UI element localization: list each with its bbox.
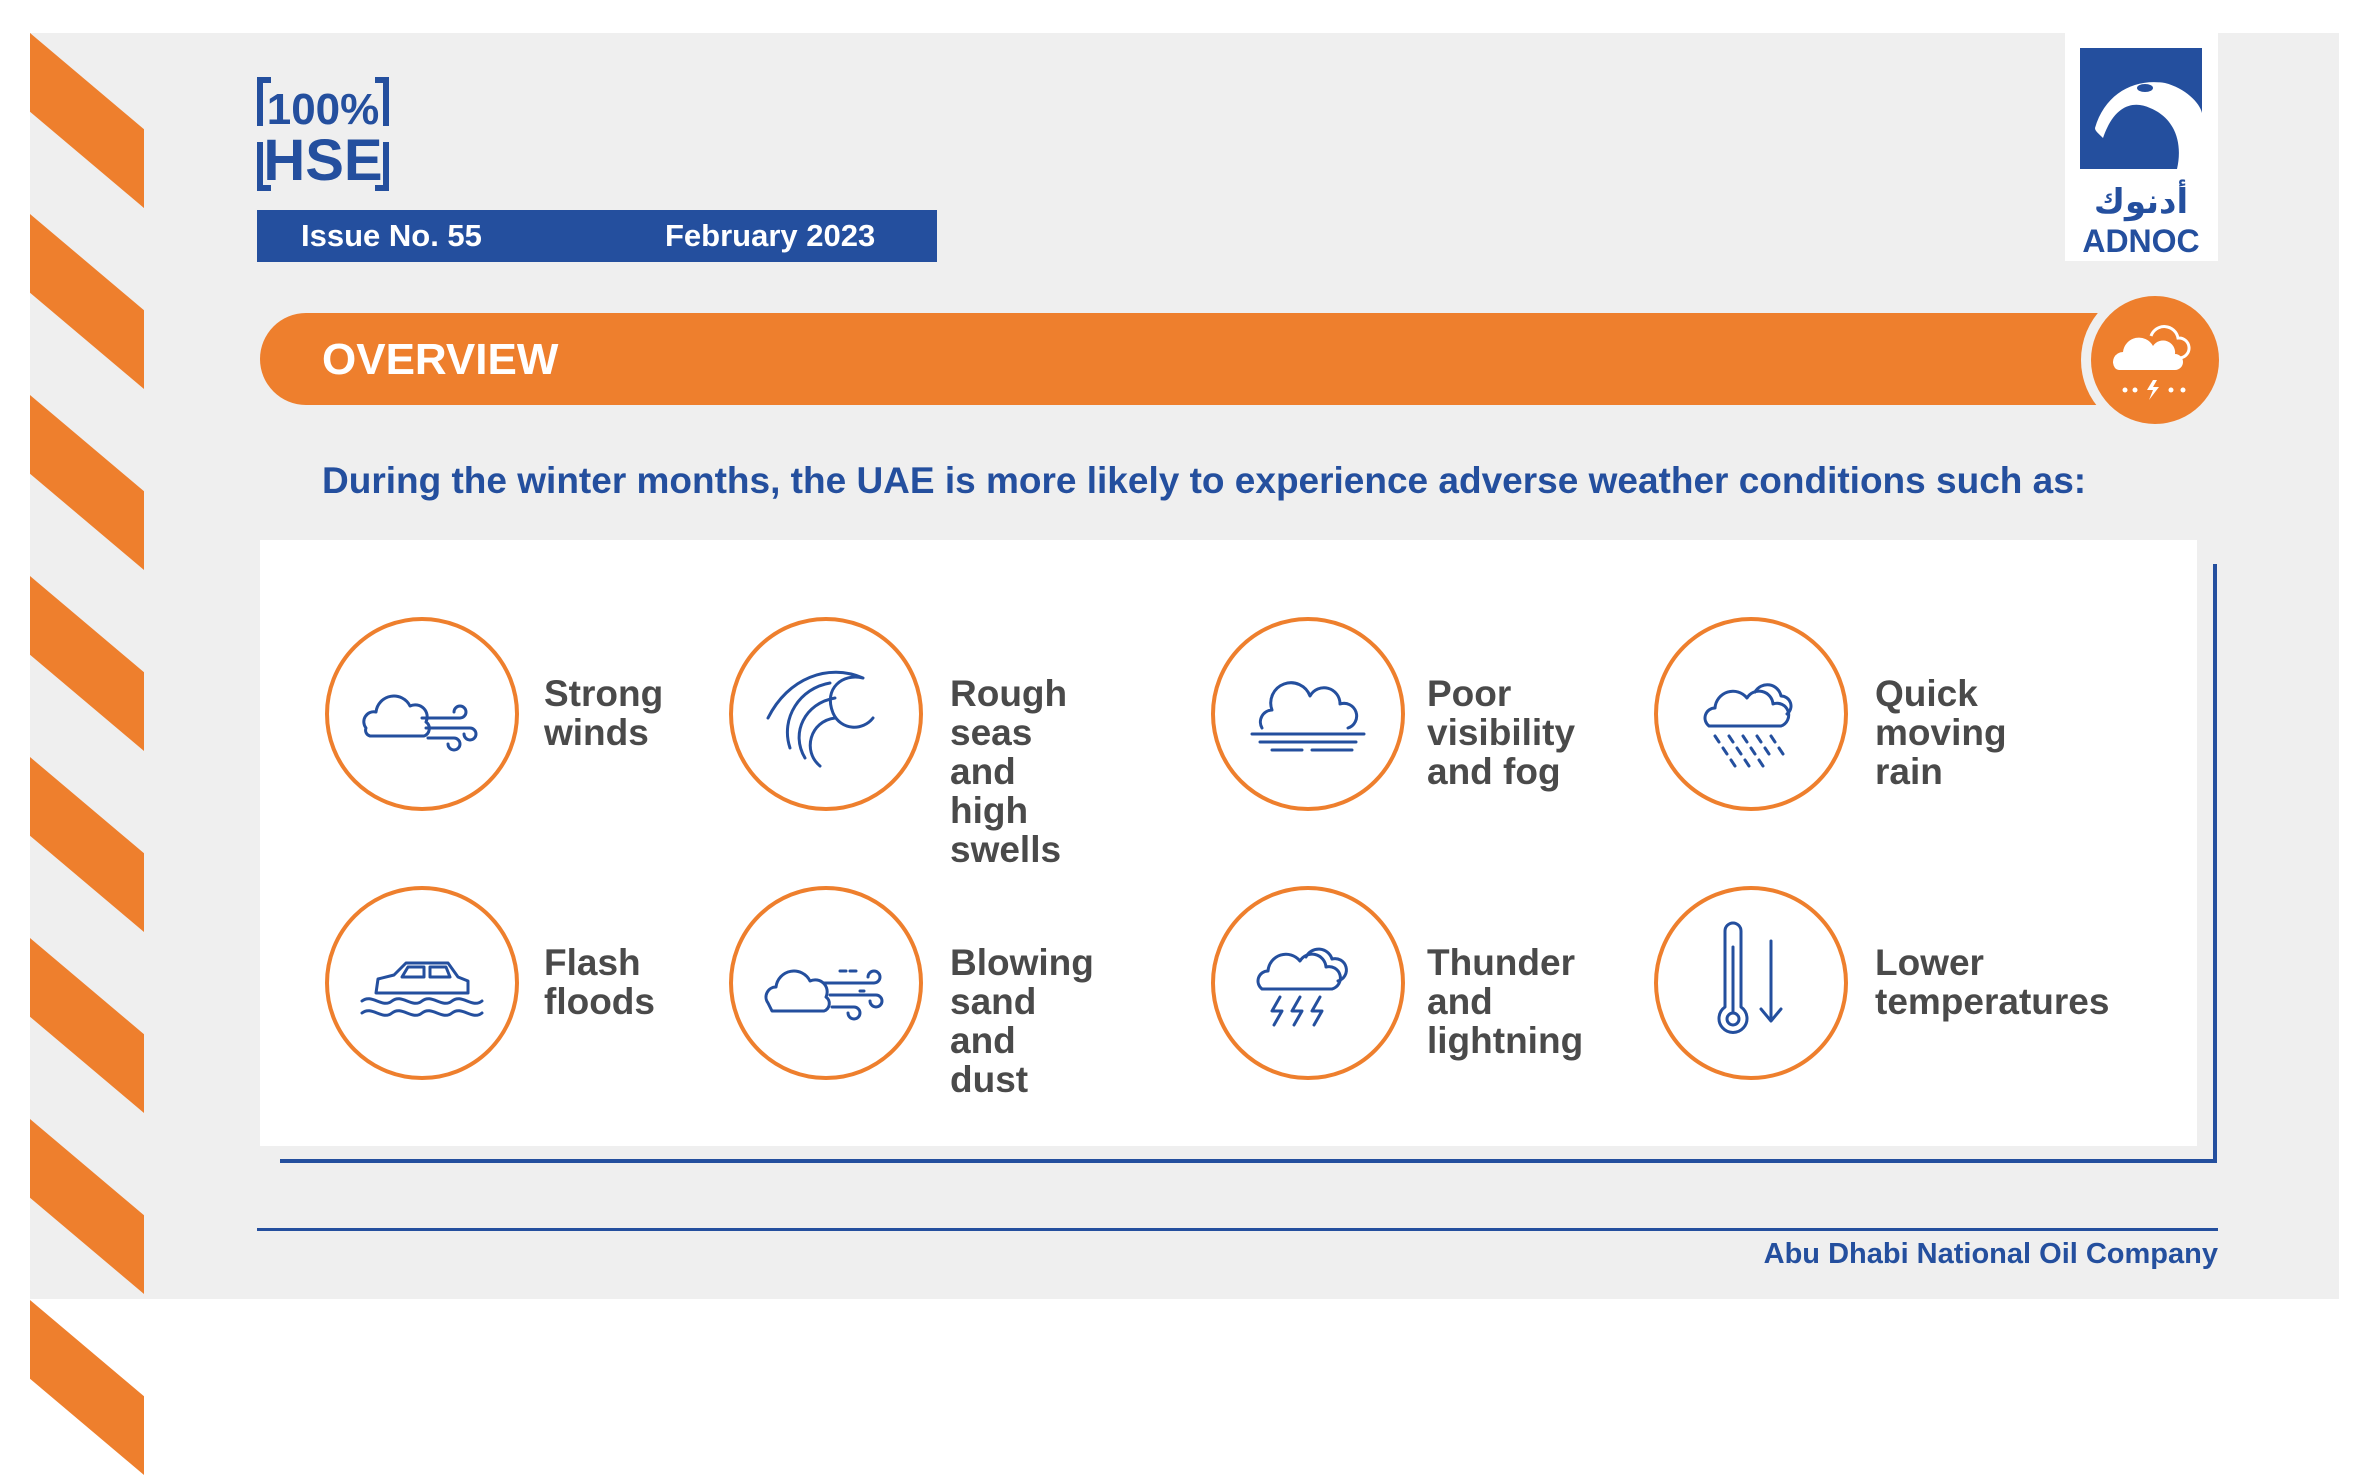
condition-label: Thunder and lightning	[1427, 942, 1584, 1061]
wave-icon	[729, 617, 923, 811]
conditions-card	[260, 540, 2197, 1146]
condition-label: Quick moving rain	[1875, 673, 2007, 792]
hazard-stripe	[30, 1300, 144, 1475]
condition-label: Lower temperatures	[1875, 942, 2110, 1022]
dust-icon	[729, 886, 923, 1080]
svg-text:أدنوك: أدنوك	[2094, 179, 2188, 222]
condition-label: Strong winds	[544, 673, 664, 753]
issue-number: Issue No. 55	[301, 218, 482, 253]
condition-label: Rough seas and high swells	[950, 673, 1068, 870]
svg-text:HSE: HSE	[263, 128, 382, 192]
condition-label: Poor visibility and fog	[1427, 673, 1576, 792]
thermometer-icon	[1654, 886, 1848, 1080]
condition-label: Blowing sand and dust	[950, 942, 1094, 1100]
svg-text:100%: 100%	[267, 85, 380, 134]
issue-bar: Issue No. 55 February 2023	[257, 210, 937, 262]
issue-date: February 2023	[665, 218, 876, 253]
fog-icon	[1211, 617, 1405, 811]
footer-divider	[257, 1228, 2218, 1231]
flooded-car-icon	[325, 886, 519, 1080]
footer-company: Abu Dhabi National Oil Company	[1763, 1238, 2218, 1270]
wind-cloud-icon	[325, 617, 519, 811]
storm-cloud-icon	[2091, 296, 2219, 424]
card-border-right	[2213, 564, 2217, 1163]
adnoc-logo: أدنوك ADNOC	[2065, 33, 2218, 261]
condition-label: Flash floods	[544, 942, 655, 1022]
card-border-bottom	[280, 1159, 2217, 1163]
svg-text:ADNOC: ADNOC	[2082, 223, 2199, 259]
intro-text: During the winter months, the UAE is mor…	[322, 460, 2087, 501]
rain-icon	[1654, 617, 1848, 811]
lightning-icon	[1211, 886, 1405, 1080]
overview-banner: OVERVIEW	[260, 313, 2120, 405]
section-title: OVERVIEW	[322, 335, 559, 384]
hse-logo: 100% HSE	[257, 77, 389, 192]
